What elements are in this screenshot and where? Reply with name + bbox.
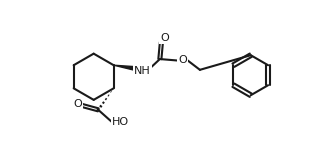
Text: O: O [73, 99, 82, 109]
Text: O: O [179, 55, 187, 65]
Text: NH: NH [134, 66, 151, 76]
Text: HO: HO [112, 117, 129, 127]
Text: O: O [160, 33, 169, 43]
Polygon shape [114, 65, 134, 70]
